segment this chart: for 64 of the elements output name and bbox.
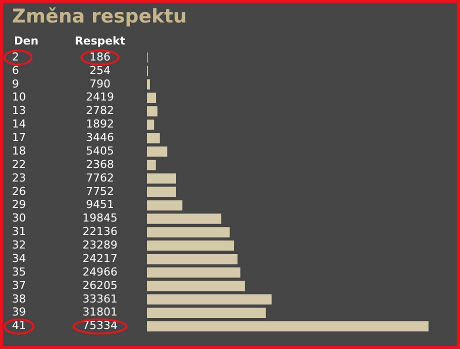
data-label: 19845 <box>82 212 118 225</box>
data-label: 2419 <box>86 90 114 104</box>
data-label: 7752 <box>86 184 114 198</box>
bar <box>147 214 222 224</box>
bar <box>147 308 266 318</box>
x-axis-title: Respekt <box>74 34 126 48</box>
y-tick-label: 34 <box>12 252 26 265</box>
y-tick-label: 35 <box>12 265 26 278</box>
y-tick-label: 26 <box>12 184 26 198</box>
y-tick-label: 14 <box>12 118 26 131</box>
data-label: 22136 <box>82 225 118 238</box>
data-label: 2782 <box>86 104 114 118</box>
y-tick-label: 41 <box>12 319 26 332</box>
bar <box>147 106 158 116</box>
bar <box>147 133 160 144</box>
bar <box>147 240 234 251</box>
bar <box>147 160 156 170</box>
bar <box>147 280 245 292</box>
data-label: 2368 <box>86 158 114 171</box>
y-tick-label: 39 <box>12 306 26 319</box>
data-label: 7762 <box>86 171 114 184</box>
y-tick-label: 32 <box>12 238 26 252</box>
y-tick-label: 29 <box>12 198 26 212</box>
data-label: 5405 <box>86 144 114 158</box>
chart-title: Změna respektu <box>12 5 187 28</box>
bar <box>147 321 429 332</box>
bar <box>147 227 230 238</box>
y-tick-label: 37 <box>12 278 26 292</box>
bar <box>147 254 238 264</box>
bar <box>147 173 176 184</box>
data-label: 186 <box>90 50 110 64</box>
y-tick-label: 6 <box>12 64 19 77</box>
data-label: 790 <box>90 77 110 90</box>
y-tick-label: 18 <box>12 144 26 158</box>
data-label: 23289 <box>82 238 118 252</box>
data-label: 9451 <box>86 198 114 212</box>
data-label: 26205 <box>82 278 118 292</box>
y-tick-label: 38 <box>12 292 26 306</box>
bar <box>147 120 154 130</box>
bar <box>147 186 176 198</box>
bar <box>147 200 182 210</box>
bar <box>147 79 150 90</box>
y-tick-label: 23 <box>12 171 26 184</box>
y-tick-label: 30 <box>12 212 26 225</box>
y-tick-label: 10 <box>12 90 26 104</box>
y-axis-title: Den <box>14 34 38 48</box>
data-label: 75334 <box>82 319 118 332</box>
y-tick-label: 2 <box>12 50 19 64</box>
data-label: 3446 <box>86 131 114 144</box>
y-tick-label: 22 <box>12 158 26 171</box>
bar <box>147 294 272 305</box>
bar <box>147 146 168 157</box>
data-label: 24966 <box>82 265 118 278</box>
data-label: 254 <box>90 64 110 77</box>
y-tick-label: 31 <box>12 225 26 238</box>
y-tick-label: 9 <box>12 77 19 90</box>
data-label: 1892 <box>86 118 114 131</box>
data-label: 31801 <box>82 306 118 319</box>
y-tick-label: 13 <box>12 104 26 118</box>
bar <box>147 267 240 278</box>
y-tick-label: 17 <box>12 131 26 144</box>
data-label: 33361 <box>82 292 118 306</box>
bar <box>147 92 156 103</box>
data-label: 24217 <box>82 252 118 265</box>
